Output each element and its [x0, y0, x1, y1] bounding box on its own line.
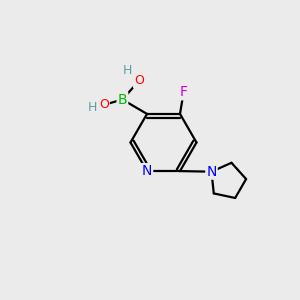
Text: H: H	[88, 101, 97, 114]
Text: H: H	[123, 64, 132, 77]
Text: N: N	[142, 164, 152, 178]
Text: O: O	[134, 74, 144, 87]
Text: N: N	[206, 165, 217, 179]
Text: O: O	[99, 98, 109, 111]
Text: B: B	[118, 92, 127, 106]
Text: F: F	[180, 85, 188, 99]
